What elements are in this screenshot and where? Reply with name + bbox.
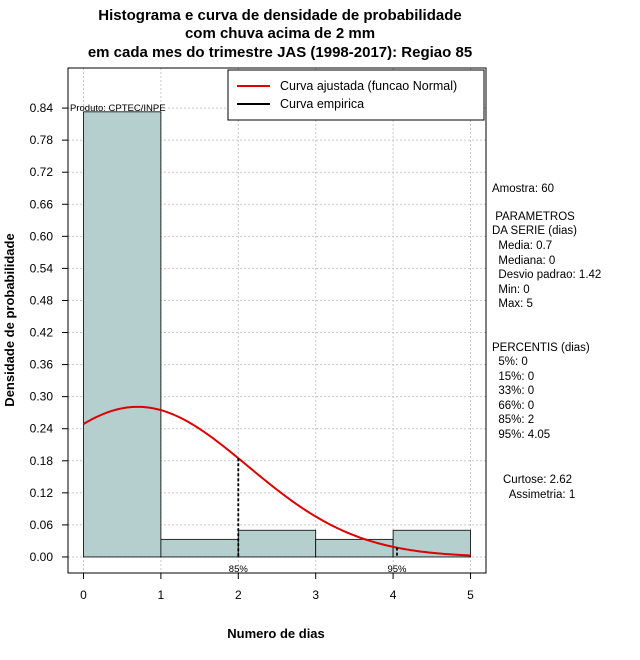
histogram-bar-0	[83, 111, 162, 558]
percentiles-title: PERCENTIS (dias)	[492, 342, 590, 354]
y-tick-label-10: 0.60	[30, 229, 54, 243]
y-tick-label-8: 0.48	[30, 293, 54, 307]
x-tick-label-3: 3	[312, 588, 319, 602]
stddev-text: Desvio padrao: 1.42	[492, 269, 602, 281]
p5-text: 5%: 0	[492, 356, 528, 368]
y-tick-label-12: 0.72	[30, 165, 54, 179]
x-tick-label-5: 5	[467, 588, 474, 602]
x-tick-label-2: 2	[235, 588, 242, 602]
y-tick-label-1: 0.06	[30, 518, 54, 532]
x-tick-label-4: 4	[390, 588, 397, 602]
params-title-2: DA SERIE (dias)	[492, 225, 577, 237]
y-tick-label-3: 0.18	[30, 454, 54, 468]
y-tick-label-11: 0.66	[30, 197, 54, 211]
p15-text: 15%: 0	[492, 371, 535, 383]
legend-label-0: Curva ajustada (funcao Normal)	[280, 79, 457, 93]
chart-title-line-1: Histograma e curva de densidade de proba…	[98, 7, 462, 24]
normal-curve-layer	[82, 405, 471, 557]
p33-text: 33%: 0	[492, 385, 535, 397]
skewness-text: Assimetria: 1	[503, 489, 576, 501]
x-tick-label-0: 0	[80, 588, 87, 602]
percentile-marker-label-1: 95%	[387, 564, 407, 575]
min-text: Min: 0	[492, 284, 530, 296]
axes: 0 1 2 3 4 5 0.00 0.06 0.12 0.18 0.24 0.30 0.36 0.42 0.…	[30, 101, 475, 602]
sample-size-text: Amostra: 60	[492, 183, 554, 195]
y-tick-label-14: 0.84	[30, 101, 54, 115]
mean-text: Media: 0.7	[492, 240, 553, 252]
histogram-bar-2	[237, 529, 317, 558]
y-tick-label-4: 0.24	[30, 422, 54, 436]
legend-label-1: Curva empirica	[280, 97, 364, 111]
max-text: Max: 5	[492, 298, 533, 310]
percentile-marker-label-0: 85%	[229, 564, 249, 575]
product-annotation: Produto: CPTEC/INPE	[70, 103, 166, 114]
params-title-1: PARAMETROS	[492, 211, 575, 223]
chart-title-line-2: com chuva acima de 2 mm	[184, 25, 376, 42]
y-tick-label-9: 0.54	[30, 261, 54, 275]
chart-title-line-3: em cada mes do trimestre JAS (1998-2017)…	[87, 44, 473, 61]
y-tick-label-2: 0.12	[30, 486, 54, 500]
legend-box	[227, 69, 485, 121]
y-tick-label-6: 0.36	[30, 358, 54, 372]
kurtosis-text: Curtose: 2.62	[503, 474, 573, 486]
x-tick-label-1: 1	[158, 588, 165, 602]
histogram-bars	[83, 111, 471, 558]
normal-fit-curve	[82, 405, 471, 557]
legend: Curva ajustada (funcao Normal) Curva empi…	[227, 69, 485, 121]
p95-text: 95%: 4.05	[492, 429, 551, 441]
y-axis-label: Densidade de probabilidade	[2, 233, 17, 406]
percentile-markers: 85% 95%	[229, 458, 407, 575]
histogram-bar-3	[315, 538, 394, 558]
y-tick-label-13: 0.78	[30, 133, 54, 147]
p85-text: 85%: 2	[492, 414, 535, 426]
median-text: Mediana: 0	[492, 255, 556, 267]
y-tick-label-0: 0.00	[30, 550, 54, 564]
y-tick-label-7: 0.42	[30, 326, 54, 340]
x-axis-label: Numero de dias	[227, 626, 325, 641]
y-tick-label-5: 0.30	[30, 390, 54, 404]
p66-text: 66%: 0	[492, 400, 535, 412]
plot-frame	[67, 67, 487, 574]
histogram-bar-1	[160, 538, 239, 558]
